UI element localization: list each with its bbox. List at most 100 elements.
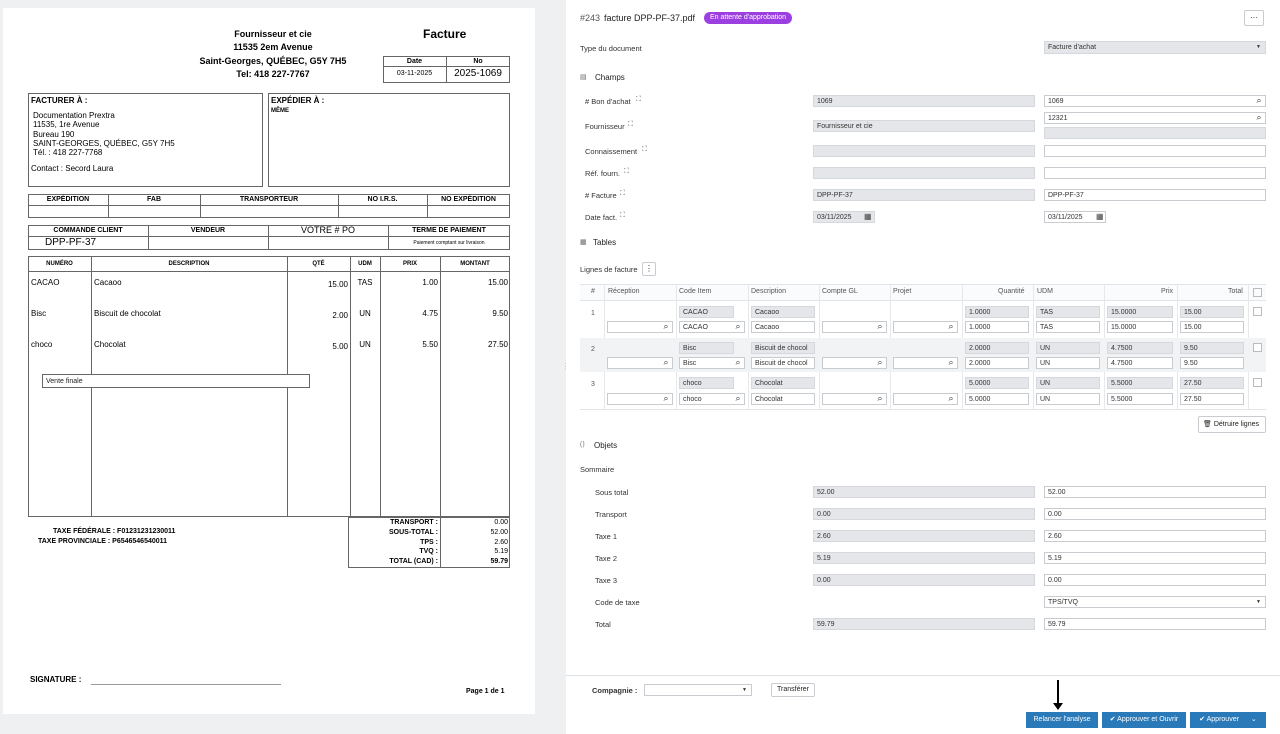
project-input[interactable]: [893, 393, 958, 405]
approve-open-button[interactable]: ✔ Approuver et Ouvrir: [1102, 712, 1186, 728]
subtotal-input[interactable]: 52.00: [1044, 486, 1266, 498]
tax2-input[interactable]: 5.19: [1044, 552, 1266, 564]
search-icon[interactable]: ⌕: [1256, 95, 1262, 105]
search-icon[interactable]: ⌕: [1256, 112, 1262, 122]
search-icon[interactable]: ⌕: [948, 357, 954, 367]
udm-input[interactable]: UN: [1036, 357, 1100, 369]
totals-values: 0.00 52.00 2.60 5.19 59.79: [490, 519, 508, 566]
item-code-input[interactable]: CACAO: [679, 321, 745, 333]
row-checkbox[interactable]: [1253, 378, 1262, 387]
tax-code-select[interactable]: TPS/TVQ ▼: [1044, 596, 1266, 608]
quantity-input[interactable]: 2.0000: [965, 357, 1029, 369]
search-icon[interactable]: ⌕: [735, 321, 741, 331]
summary-label: Taxe 1: [595, 532, 618, 541]
row-checkbox[interactable]: [1253, 307, 1262, 316]
status-badge: En attente d'approbation: [704, 12, 793, 24]
invoice-date-input[interactable]: 03/11/2025: [1044, 211, 1106, 223]
search-icon[interactable]: ⌕: [877, 321, 883, 331]
pointer-arrowhead: [1053, 703, 1063, 710]
chevron-down-icon: ▼: [742, 687, 747, 693]
scan-icon[interactable]: ⛶: [620, 212, 625, 219]
gl-account-input[interactable]: [822, 357, 887, 369]
ship-header: FAB: [147, 196, 161, 203]
description-input[interactable]: Biscuit de chocol: [751, 357, 815, 369]
scan-icon[interactable]: ⛶: [628, 121, 633, 128]
page-number: Page 1 de 1: [466, 688, 505, 695]
gl-account-input[interactable]: [822, 393, 887, 405]
fields-icon: ▤: [580, 74, 587, 81]
more-button[interactable]: ···: [1244, 10, 1264, 26]
transport-input[interactable]: 0.00: [1044, 508, 1266, 520]
field-label: Date fact.: [585, 213, 618, 222]
reception-input[interactable]: [607, 393, 673, 405]
company-select[interactable]: ▼: [644, 684, 752, 696]
invoice-no: 2025-1069: [454, 68, 502, 79]
supplier-input[interactable]: 12321: [1044, 112, 1266, 124]
search-icon[interactable]: ⌕: [663, 321, 669, 331]
search-icon[interactable]: ⌕: [735, 393, 741, 403]
total-input[interactable]: 9.50: [1180, 357, 1244, 369]
payment-term: Paiement comptant sur livraison: [413, 240, 485, 246]
ocr-price: 4.7500: [1107, 342, 1173, 354]
description-input[interactable]: Cacaoo: [751, 321, 815, 333]
destroy-lines-button[interactable]: 🗑 Détruire lignes: [1198, 416, 1266, 433]
price-input[interactable]: 15.0000: [1107, 321, 1173, 333]
chevron-down-icon[interactable]: ⌄: [1250, 716, 1257, 723]
po-input[interactable]: 1069: [1044, 95, 1266, 107]
lines-menu-button[interactable]: ⋮: [642, 262, 656, 276]
order-header: COMMANDE CLIENT: [53, 227, 123, 234]
quantity-input[interactable]: 1.0000: [965, 321, 1029, 333]
search-icon[interactable]: ⌕: [877, 393, 883, 403]
udm-input[interactable]: UN: [1036, 393, 1100, 405]
reception-input[interactable]: [607, 321, 673, 333]
tables-icon: ▦: [580, 239, 587, 246]
search-icon[interactable]: ⌕: [948, 321, 954, 331]
project-input[interactable]: [893, 357, 958, 369]
totals-box: [348, 517, 510, 568]
search-icon[interactable]: ⌕: [948, 393, 954, 403]
scan-icon[interactable]: ⛶: [642, 146, 647, 153]
supplier-ref-input[interactable]: [1044, 167, 1266, 179]
reception-input[interactable]: [607, 357, 673, 369]
gl-account-input[interactable]: [822, 321, 887, 333]
bill-of-lading-input[interactable]: [1044, 145, 1266, 157]
doc-type-select[interactable]: Facture d'achat ▼: [1044, 41, 1266, 54]
total-input[interactable]: 27.50: [1180, 393, 1244, 405]
project-input[interactable]: [893, 321, 958, 333]
ocr-value: [813, 167, 1035, 179]
ocr-value: 52.00: [813, 486, 1035, 498]
objects-icon: ⟮⟯: [580, 441, 585, 448]
scan-icon[interactable]: ⛶: [624, 168, 629, 175]
price-input[interactable]: 5.5000: [1107, 393, 1173, 405]
price-input[interactable]: 4.7500: [1107, 357, 1173, 369]
ocr-desc: Biscuit de chocol: [751, 342, 815, 354]
calendar-icon[interactable]: ▦: [1096, 212, 1104, 221]
tables-section-title: Tables: [593, 238, 617, 247]
calendar-icon[interactable]: ▦: [864, 212, 872, 221]
tax1-input[interactable]: 2.60: [1044, 530, 1266, 542]
udm-input[interactable]: TAS: [1036, 321, 1100, 333]
total-input[interactable]: 15.00: [1180, 321, 1244, 333]
invoice-number-input[interactable]: DPP-PF-37: [1044, 189, 1266, 201]
item-code-input[interactable]: choco: [679, 393, 745, 405]
approve-button[interactable]: ✔ Approuver ⌄: [1190, 712, 1266, 728]
total-input[interactable]: 59.79: [1044, 618, 1266, 630]
transfer-button[interactable]: Transférer: [771, 683, 815, 697]
search-icon[interactable]: ⌕: [663, 357, 669, 367]
reanalyze-button[interactable]: Relancer l'analyse: [1026, 712, 1098, 728]
search-icon[interactable]: ⌕: [735, 357, 741, 367]
scan-icon[interactable]: ⛶: [636, 96, 641, 103]
scan-icon[interactable]: ⛶: [620, 190, 625, 197]
row-checkbox[interactable]: [1253, 343, 1262, 352]
search-icon[interactable]: ⌕: [663, 393, 669, 403]
tax3-input[interactable]: 0.00: [1044, 574, 1266, 586]
supplier-name: Fournisseur et cie: [234, 29, 312, 39]
document-filename: facture DPP-PF-37.pdf: [604, 13, 696, 23]
quantity-input[interactable]: 5.0000: [965, 393, 1029, 405]
select-all-checkbox[interactable]: [1253, 288, 1262, 297]
search-icon[interactable]: ⌕: [877, 357, 883, 367]
order-table: [28, 225, 510, 250]
summary-label: Code de taxe: [595, 598, 640, 607]
item-code-input[interactable]: Bisc: [679, 357, 745, 369]
description-input[interactable]: Chocolat: [751, 393, 815, 405]
